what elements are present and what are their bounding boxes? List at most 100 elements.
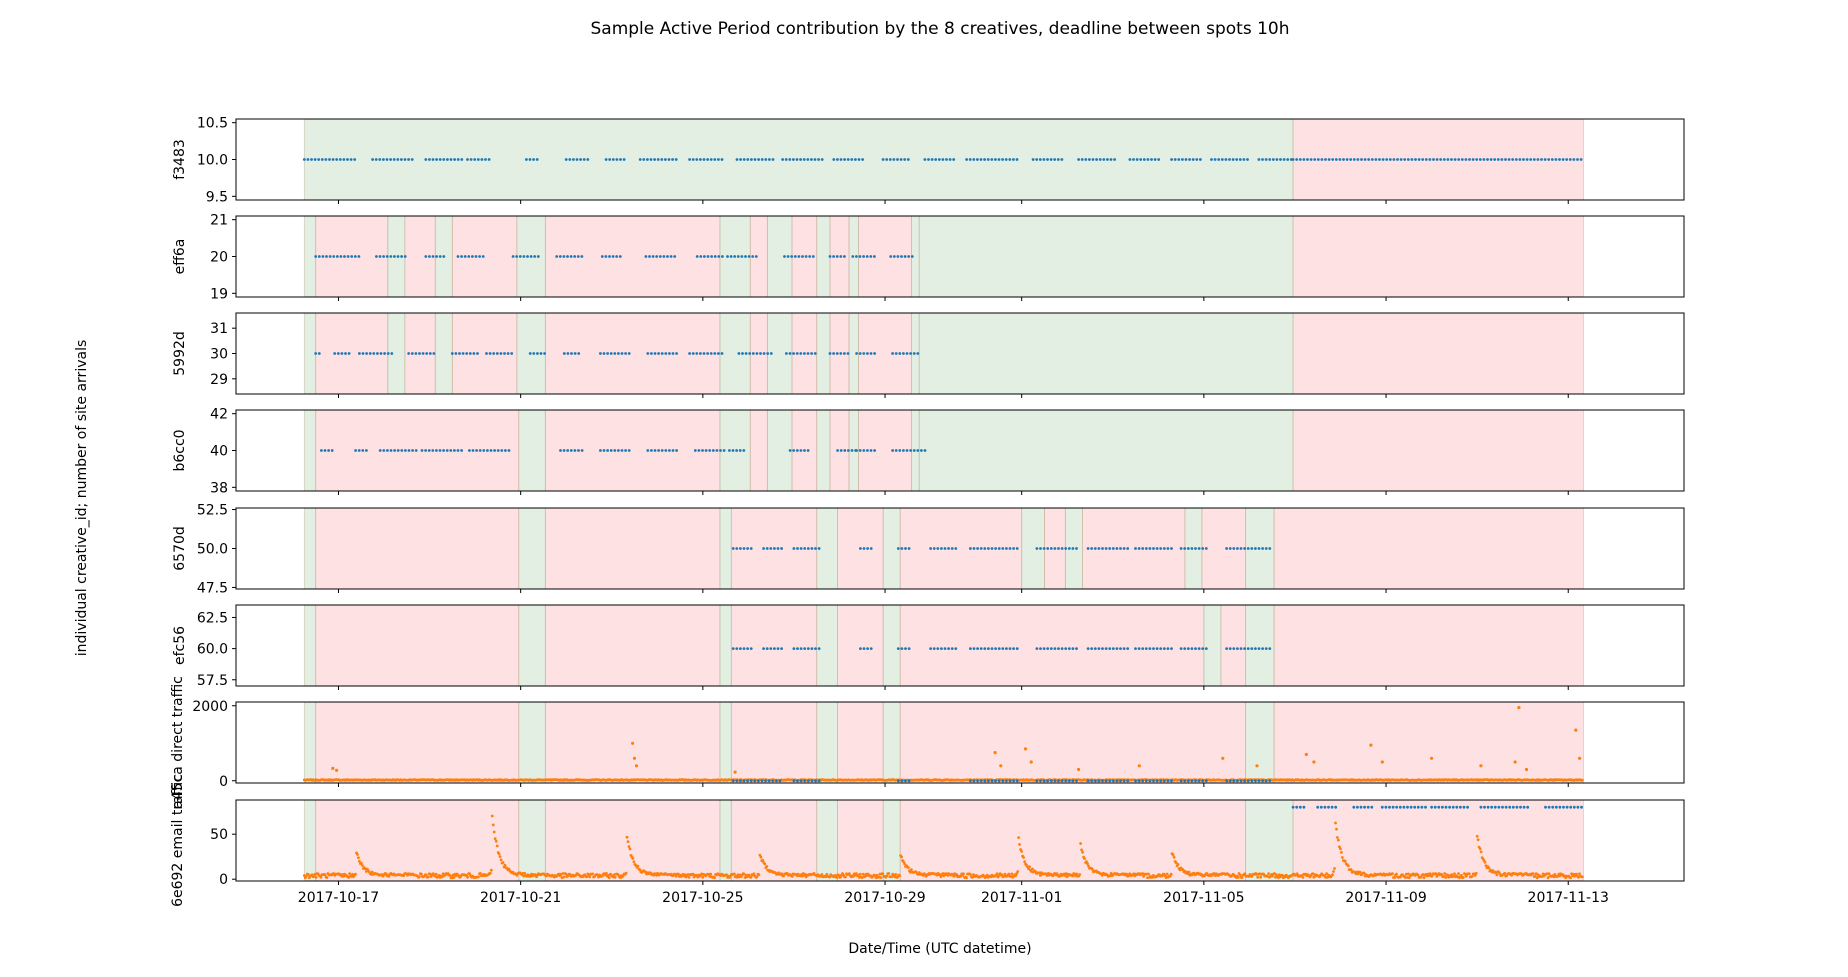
arrival-point (1522, 158, 1525, 161)
arrival-point (600, 255, 604, 258)
arrival-point (1115, 547, 1119, 550)
arrival-point (471, 449, 475, 452)
arrival-point (390, 352, 394, 355)
active-span (434, 312, 453, 395)
arrival-point (1496, 158, 1500, 161)
arrival-point (1345, 158, 1349, 161)
arrival-point (1012, 547, 1015, 550)
arrival-point (317, 158, 321, 161)
y-tick-label: 0 (219, 872, 228, 888)
traffic-point (1169, 872, 1173, 876)
traffic-point (701, 875, 705, 879)
arrival-point (350, 255, 354, 258)
traffic-point (1014, 874, 1018, 878)
arrival-point (536, 255, 540, 258)
traffic-point (1079, 842, 1082, 845)
traffic-point (907, 866, 910, 869)
traffic-spike (1524, 767, 1529, 772)
traffic-point (607, 876, 611, 880)
arrival-point (476, 158, 480, 161)
subplot-5: 62.5 60.0 57.5 efc56 (172, 604, 1685, 690)
arrival-point (916, 449, 920, 452)
traffic-point (1487, 866, 1491, 870)
arrival-point (788, 158, 792, 161)
arrival-point (1080, 158, 1084, 161)
traffic-point (962, 872, 965, 876)
arrival-point (983, 647, 987, 650)
traffic-point (1406, 872, 1410, 876)
arrival-point (1179, 647, 1183, 650)
active-span (1203, 604, 1222, 687)
traffic-point (1479, 850, 1483, 854)
arrival-point (1478, 158, 1482, 161)
arrival-point (769, 647, 773, 650)
arrival-point (1225, 779, 1228, 783)
arrival-point (365, 352, 368, 355)
arrival-point (1086, 547, 1090, 550)
arrival-point (847, 449, 850, 452)
arrival-point (1254, 647, 1257, 650)
arrival-point (568, 158, 572, 161)
arrival-point (1108, 779, 1112, 783)
arrival-point (420, 449, 424, 452)
arrival-point (1097, 779, 1101, 783)
arrival-point (1359, 805, 1363, 809)
arrival-point (1194, 647, 1197, 650)
active-span (719, 799, 732, 882)
traffic-point (356, 853, 359, 856)
arrival-point (813, 352, 817, 355)
arrival-point (744, 255, 747, 258)
arrival-point (1388, 805, 1391, 809)
arrival-point (801, 255, 804, 258)
arrival-point (1042, 547, 1046, 550)
arrival-point (674, 158, 678, 161)
arrival-point (660, 158, 664, 161)
arrival-point (424, 158, 428, 161)
traffic-point (1341, 856, 1344, 859)
traffic-point (1533, 874, 1537, 878)
arrival-point (646, 352, 650, 355)
arrival-point (907, 547, 911, 550)
subplot-ylabel: 6e692 email traffic (170, 774, 186, 907)
arrival-point (1246, 158, 1249, 161)
arrival-point (979, 547, 983, 550)
arrival-point (410, 352, 414, 355)
traffic-point (304, 874, 308, 878)
subplot-3: 42 40 38 b6cc0 (172, 407, 1685, 496)
traffic-series (302, 814, 1584, 880)
arrival-point (1217, 158, 1221, 161)
active-span (882, 701, 901, 784)
arrival-point (695, 352, 699, 355)
y-tick-label: 19 (210, 286, 228, 302)
arrival-point (754, 255, 758, 258)
arrival-point (371, 158, 374, 161)
arrival-point (1049, 158, 1053, 161)
arrival-point (742, 547, 746, 550)
arrival-point (482, 449, 486, 452)
traffic-point (1428, 872, 1432, 875)
arrival-point (806, 779, 810, 783)
arrival-point (965, 158, 968, 161)
traffic-point (1267, 872, 1270, 875)
arrival-point (1536, 158, 1540, 161)
arrival-point (850, 449, 854, 452)
arrival-point (1486, 805, 1490, 809)
arrival-point (496, 449, 500, 452)
arrival-point (608, 158, 612, 161)
traffic-point (725, 873, 728, 876)
arrival-point (323, 449, 327, 452)
arrival-point (839, 352, 843, 355)
subplot-ylabel: f3483 (172, 139, 188, 180)
arrival-point (411, 449, 414, 452)
arrival-point (566, 449, 570, 452)
traffic-point (493, 837, 497, 841)
arrival-point (1250, 779, 1254, 783)
arrival-point (615, 158, 619, 161)
traffic-point (1337, 838, 1340, 842)
y-tick-label: 40 (210, 444, 228, 460)
arrival-point (1194, 547, 1197, 550)
arrival-point (576, 255, 580, 258)
arrival-point (456, 158, 460, 161)
arrival-point (899, 158, 903, 161)
traffic-point (1016, 870, 1020, 873)
